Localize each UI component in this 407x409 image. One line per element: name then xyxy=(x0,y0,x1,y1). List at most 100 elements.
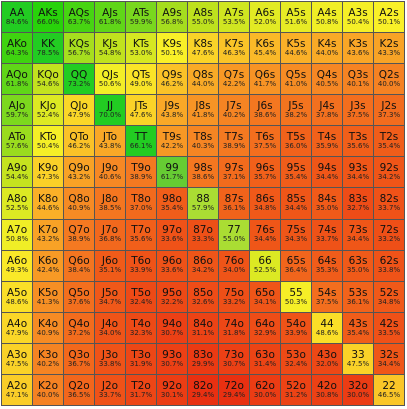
hand-cell[interactable]: K9s 50.1% xyxy=(157,33,188,65)
hand-cell[interactable]: K5s 44.6% xyxy=(281,33,312,65)
hand-cell[interactable]: K4s 44.0% xyxy=(312,33,343,65)
hand-cell[interactable]: J4o 34.0% xyxy=(95,312,126,344)
hand-cell[interactable]: KJs 54.8% xyxy=(95,33,126,65)
hand-cell[interactable]: 75s 34.3% xyxy=(281,219,312,251)
hand-cell[interactable]: 86o 34.2% xyxy=(188,250,219,282)
hand-cell[interactable]: JJ 70.0% xyxy=(95,95,126,127)
hand-cell[interactable]: 84o 31.1% xyxy=(188,312,219,344)
hand-cell[interactable]: 42s 33.5% xyxy=(374,312,405,344)
hand-cell[interactable]: 63o 31.4% xyxy=(250,343,281,375)
hand-cell[interactable]: A2o 47.1% xyxy=(2,374,33,406)
hand-cell[interactable]: T9o 38.9% xyxy=(126,157,157,189)
hand-cell[interactable]: Q6s 41.7% xyxy=(250,64,281,96)
hand-cell[interactable]: Q5s 41.0% xyxy=(281,64,312,96)
hand-cell[interactable]: A6s 52.0% xyxy=(250,2,281,34)
hand-cell[interactable]: K7o 43.2% xyxy=(33,219,64,251)
hand-cell[interactable]: AQs 63.7% xyxy=(64,2,95,34)
hand-cell[interactable]: A7s 53.5% xyxy=(219,2,250,34)
hand-cell[interactable]: 92o 30.1% xyxy=(157,374,188,406)
hand-cell[interactable]: 83s 32.7% xyxy=(343,188,374,220)
hand-cell[interactable]: 43o 32.0% xyxy=(312,343,343,375)
hand-cell[interactable]: J3s 37.5% xyxy=(343,95,374,127)
hand-cell[interactable]: J5o 34.7% xyxy=(95,281,126,313)
hand-cell[interactable]: K7s 46.3% xyxy=(219,33,250,65)
hand-cell[interactable]: 82s 33.7% xyxy=(374,188,405,220)
hand-cell[interactable]: A8o 52.5% xyxy=(2,188,33,220)
hand-cell[interactable]: J9s 43.8% xyxy=(157,95,188,127)
hand-cell[interactable]: K8s 47.6% xyxy=(188,33,219,65)
hand-cell[interactable]: KQo 54.6% xyxy=(33,64,64,96)
hand-cell[interactable]: 96s 35.7% xyxy=(250,157,281,189)
hand-cell[interactable]: JTo 43.8% xyxy=(95,126,126,158)
hand-cell[interactable]: QTo 46.2% xyxy=(64,126,95,158)
hand-cell[interactable]: T2o 31.7% xyxy=(126,374,157,406)
hand-cell[interactable]: KQs 56.7% xyxy=(64,33,95,65)
hand-cell[interactable]: KK 78.5% xyxy=(33,33,64,65)
hand-cell[interactable]: 87s 36.1% xyxy=(219,188,250,220)
hand-cell[interactable]: 95o 32.2% xyxy=(157,281,188,313)
hand-cell[interactable]: 94s 34.4% xyxy=(312,157,343,189)
hand-cell[interactable]: J3o 33.8% xyxy=(95,343,126,375)
hand-cell[interactable]: 73s 34.4% xyxy=(343,219,374,251)
hand-cell[interactable]: KTo 50.4% xyxy=(33,126,64,158)
hand-cell[interactable]: 62o 30.0% xyxy=(250,374,281,406)
hand-cell[interactable]: J7o 36.8% xyxy=(95,219,126,251)
hand-cell[interactable]: 83o 29.9% xyxy=(188,343,219,375)
hand-cell[interactable]: 82o 29.4% xyxy=(188,374,219,406)
hand-cell[interactable]: Q8o 40.9% xyxy=(64,188,95,220)
hand-cell[interactable]: T8o 37.0% xyxy=(126,188,157,220)
hand-cell[interactable]: JTs 47.6% xyxy=(126,95,157,127)
hand-cell[interactable]: J4s 37.8% xyxy=(312,95,343,127)
hand-cell[interactable]: Q7s 42.2% xyxy=(219,64,250,96)
hand-cell[interactable]: QJo 47.9% xyxy=(64,95,95,127)
hand-cell[interactable]: A8s 55.0% xyxy=(188,2,219,34)
hand-cell[interactable]: 97s 37.1% xyxy=(219,157,250,189)
hand-cell[interactable]: Q7o 38.9% xyxy=(64,219,95,251)
hand-cell[interactable]: A4s 50.8% xyxy=(312,2,343,34)
hand-cell[interactable]: A4o 47.9% xyxy=(2,312,33,344)
hand-cell[interactable]: 72o 29.4% xyxy=(219,374,250,406)
hand-cell[interactable]: 76o 34.0% xyxy=(219,250,250,282)
hand-cell[interactable]: AQo 61.8% xyxy=(2,64,33,96)
hand-cell[interactable]: J6s 38.6% xyxy=(250,95,281,127)
hand-cell[interactable]: K6o 42.4% xyxy=(33,250,64,282)
hand-cell[interactable]: Q3s 40.1% xyxy=(343,64,374,96)
hand-cell[interactable]: KTs 53.0% xyxy=(126,33,157,65)
hand-cell[interactable]: AJs 61.8% xyxy=(95,2,126,34)
hand-cell[interactable]: ATo 57.6% xyxy=(2,126,33,158)
hand-cell[interactable]: T4o 32.3% xyxy=(126,312,157,344)
hand-cell[interactable]: A5s 51.6% xyxy=(281,2,312,34)
hand-cell[interactable]: 77 55.0% xyxy=(219,219,250,251)
hand-cell[interactable]: 53o 32.4% xyxy=(281,343,312,375)
hand-cell[interactable]: 98s 38.6% xyxy=(188,157,219,189)
hand-cell[interactable]: K3o 40.2% xyxy=(33,343,64,375)
hand-cell[interactable]: 72s 33.2% xyxy=(374,219,405,251)
hand-cell[interactable]: J8o 38.5% xyxy=(95,188,126,220)
hand-cell[interactable]: Q4o 37.2% xyxy=(64,312,95,344)
hand-cell[interactable]: QJs 50.6% xyxy=(95,64,126,96)
hand-cell[interactable]: QQ 73.2% xyxy=(64,64,95,96)
hand-cell[interactable]: 66 52.5% xyxy=(250,250,281,282)
hand-cell[interactable]: T8s 40.3% xyxy=(188,126,219,158)
hand-cell[interactable]: J2o 33.7% xyxy=(95,374,126,406)
hand-cell[interactable]: 65s 36.4% xyxy=(281,250,312,282)
hand-cell[interactable]: 94o 30.7% xyxy=(157,312,188,344)
hand-cell[interactable]: Q5o 37.6% xyxy=(64,281,95,313)
hand-cell[interactable]: J9o 40.6% xyxy=(95,157,126,189)
hand-cell[interactable]: T7o 35.6% xyxy=(126,219,157,251)
hand-cell[interactable]: K6s 45.4% xyxy=(250,33,281,65)
hand-cell[interactable]: T6s 37.5% xyxy=(250,126,281,158)
hand-cell[interactable]: 84s 35.0% xyxy=(312,188,343,220)
hand-cell[interactable]: A6o 49.3% xyxy=(2,250,33,282)
hand-cell[interactable]: 74o 31.8% xyxy=(219,312,250,344)
hand-cell[interactable]: 43s 35.4% xyxy=(343,312,374,344)
hand-cell[interactable]: 98o 35.4% xyxy=(157,188,188,220)
hand-cell[interactable]: J2s 37.3% xyxy=(374,95,405,127)
hand-cell[interactable]: A9s 56.8% xyxy=(157,2,188,34)
hand-cell[interactable]: K5o 41.3% xyxy=(33,281,64,313)
hand-cell[interactable]: T6o 33.9% xyxy=(126,250,157,282)
hand-cell[interactable]: A9o 54.4% xyxy=(2,157,33,189)
hand-cell[interactable]: 55 50.3% xyxy=(281,281,312,313)
hand-cell[interactable]: KJo 52.4% xyxy=(33,95,64,127)
hand-cell[interactable]: T7s 38.9% xyxy=(219,126,250,158)
